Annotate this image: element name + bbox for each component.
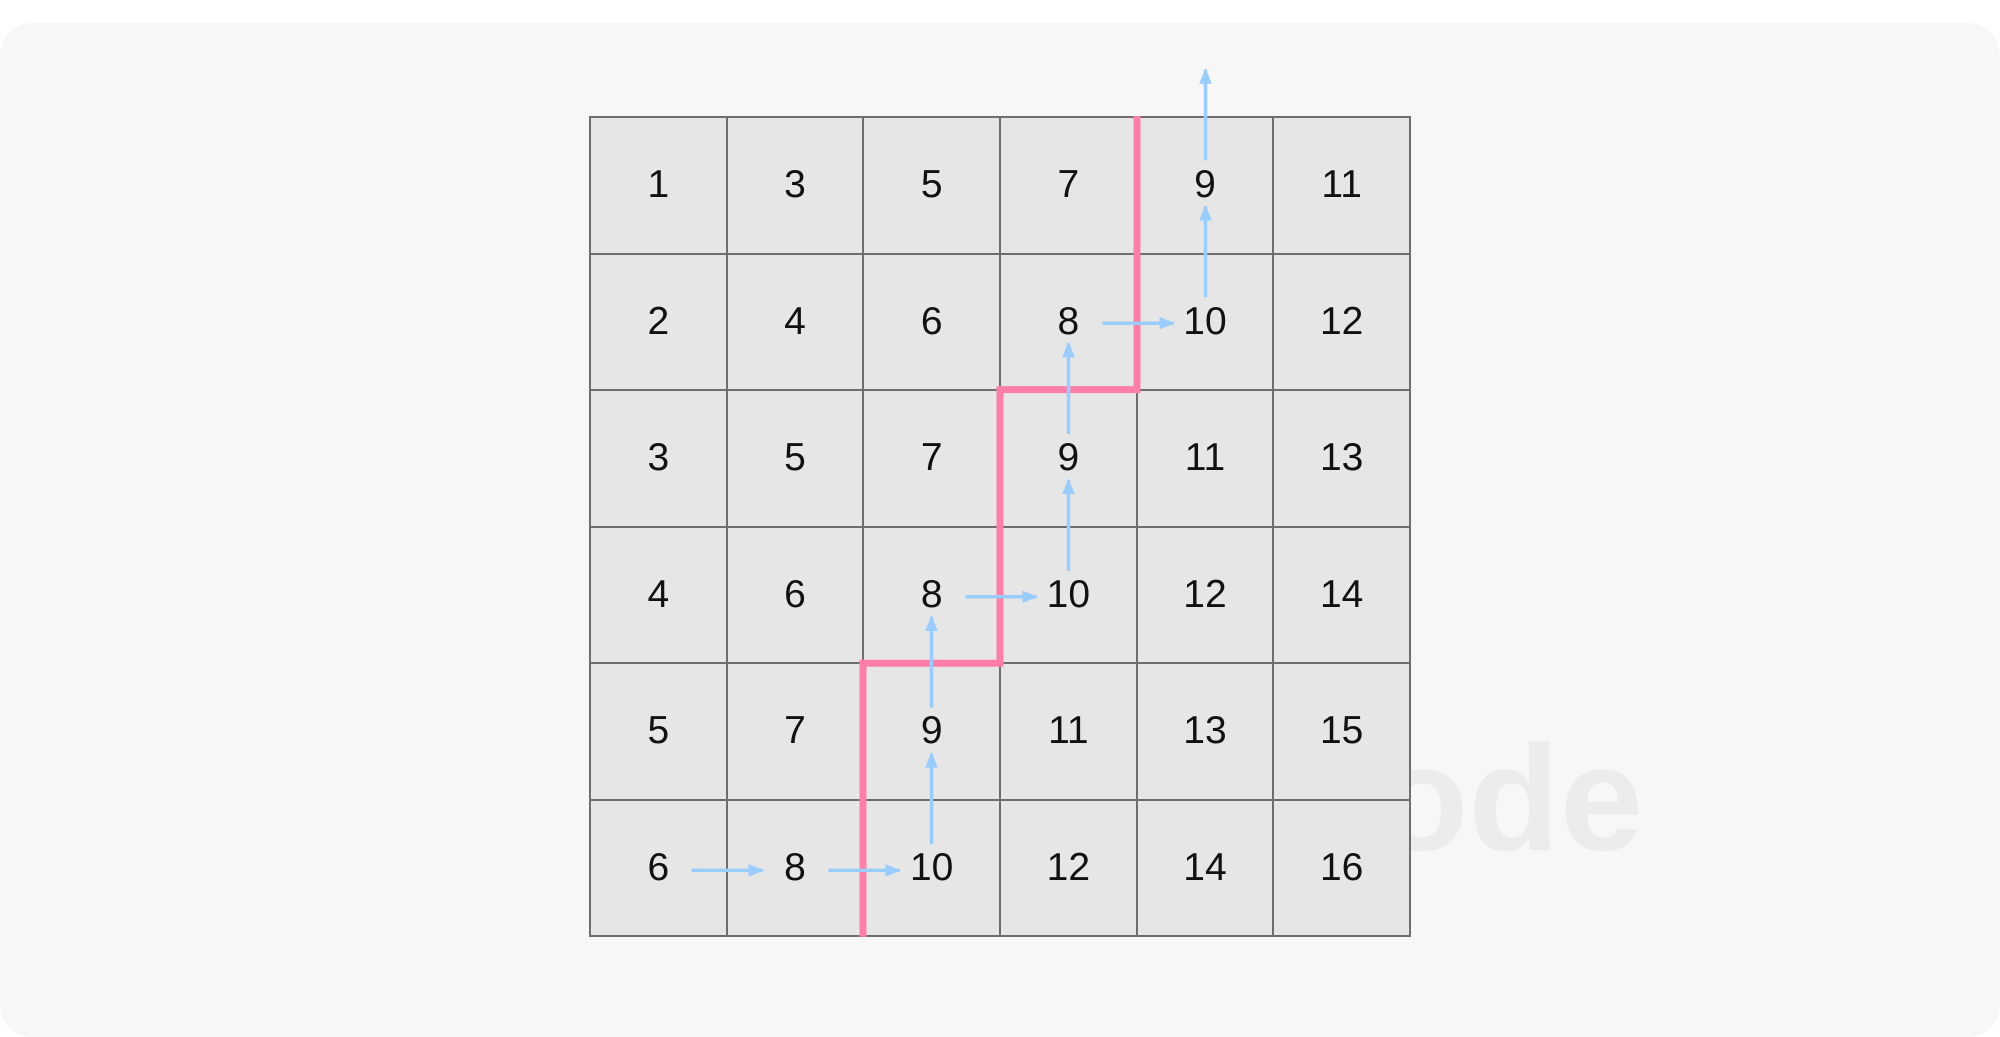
grid-cell: 3: [590, 390, 727, 527]
grid-cell: 12: [1273, 253, 1410, 390]
grid-cell: 10: [863, 799, 1000, 936]
grid-cell: 6: [726, 526, 864, 663]
grid-cell: 8: [1000, 253, 1137, 390]
grid-cell: 11: [1136, 390, 1274, 527]
grid-cell: 16: [1273, 799, 1410, 936]
grid-cell: 2: [590, 253, 727, 390]
grid-cell: 13: [1136, 663, 1274, 800]
grid-cell: 7: [1000, 117, 1137, 254]
grid-cell: 12: [1136, 526, 1274, 663]
grid-cell: 9: [1136, 117, 1274, 254]
grid-cell: 9: [863, 663, 1000, 800]
grid-cell: 15: [1273, 663, 1410, 800]
grid-cell: 6: [863, 253, 1000, 390]
grid-cell: 4: [726, 253, 864, 390]
grid-cell: 3: [726, 117, 864, 254]
grid-cell: 10: [1000, 526, 1137, 663]
grid-cell: 4: [590, 526, 727, 663]
grid-cell: 7: [863, 390, 1000, 527]
grid-cell: 14: [1136, 799, 1274, 936]
grid-cell: 13: [1273, 390, 1410, 527]
grid-cell: 1: [590, 117, 727, 254]
grid-cell: 5: [863, 117, 1000, 254]
grid-cell: 5: [590, 663, 727, 800]
grid-cell: 14: [1273, 526, 1410, 663]
grid-cell: 7: [726, 663, 864, 800]
grid-cell: 10: [1136, 253, 1274, 390]
grid-cell: 5: [726, 390, 864, 527]
grid-cell: 11: [1273, 117, 1410, 254]
grid-cell: 8: [726, 799, 864, 936]
grid-cell: 9: [1000, 390, 1137, 527]
number-grid: 1 3 5 7 9 11 2 4 6 8 10 12 3 5 7 9 11 13 4 6 8 10 12 14 5 7 9 11 13 1…: [589, 116, 1411, 937]
grid-cell: 8: [863, 526, 1000, 663]
grid-cell: 11: [1000, 663, 1137, 800]
grid-cell: 6: [590, 799, 727, 936]
grid-cell: 12: [1000, 799, 1137, 936]
